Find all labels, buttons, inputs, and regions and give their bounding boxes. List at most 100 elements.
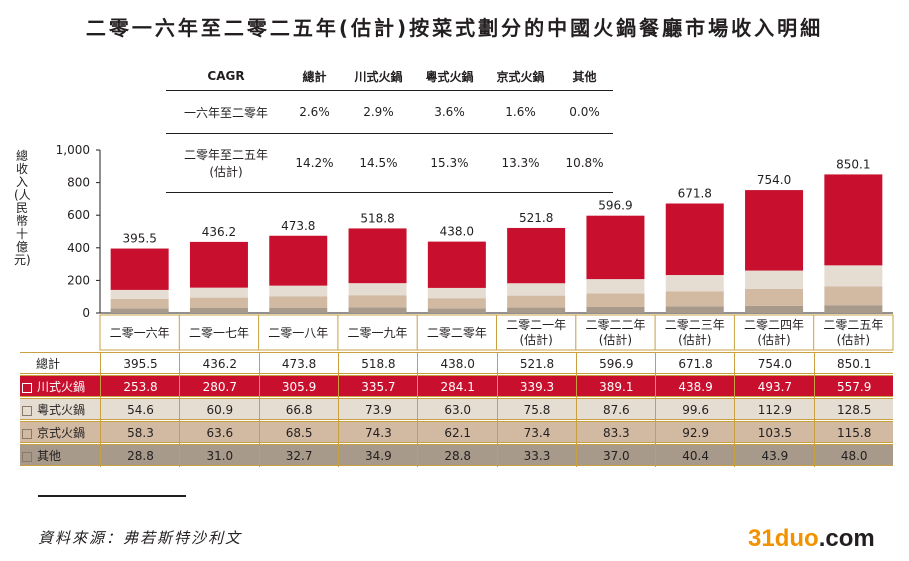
cagr-value: 2.9%: [342, 90, 414, 134]
table-cell: 68.5: [258, 422, 339, 444]
table-cell: 253.8: [100, 376, 180, 398]
watermark: 31duo.com: [748, 525, 875, 553]
bar-total-label: 395.5: [122, 232, 156, 246]
cagr-table: CAGR 總計 川式火鍋 粵式火鍋 京式火鍋 其他 一六年至二零年 2.6% 2…: [166, 62, 613, 193]
cagr-value: 15.3%: [413, 133, 485, 193]
x-category-label: 二零一八年: [268, 326, 328, 340]
bar-segment: [269, 307, 328, 313]
table-cell: 395.5: [100, 353, 180, 375]
row-label-sichuan: 川式火鍋: [20, 376, 100, 398]
y-tick-label: 800: [67, 176, 90, 190]
table-cell: 438.0: [417, 353, 497, 375]
table-cell: 34.9: [337, 445, 418, 467]
table-cell: 31.0: [179, 445, 259, 467]
bar-segment: [427, 308, 486, 313]
x-category-label: 二零一七年: [189, 326, 249, 340]
cagr-col-sichuan: 川式火鍋: [342, 62, 414, 91]
table-cell: 280.7: [179, 376, 259, 398]
bar-segment: [189, 241, 248, 288]
table-cell: 32.7: [258, 445, 339, 467]
bar-segment: [427, 241, 486, 288]
x-category-label: 二零一六年: [110, 326, 170, 340]
table-cell: 63.0: [417, 399, 497, 421]
table-cell: 112.9: [734, 399, 814, 421]
table-cell: 99.6: [655, 399, 735, 421]
bar-total-label: 596.9: [598, 199, 632, 213]
source-divider: [38, 495, 186, 497]
bar-segment: [507, 283, 566, 296]
bar-segment: [269, 296, 328, 308]
table-row: 總計 395.5 436.2 473.8 518.8 438.0 521.8 596.9 671…: [20, 352, 894, 375]
bar-segment: [348, 295, 407, 308]
table-cell: 54.6: [100, 399, 180, 421]
table-cell: 28.8: [417, 445, 497, 467]
table-cell: 73.4: [496, 422, 577, 444]
x-category-label: 二零二零年: [427, 326, 487, 340]
table-cell: 671.8: [655, 353, 735, 375]
y-tick-label: 1,000: [56, 143, 90, 157]
x-category-label: 二零二三年(估計): [665, 318, 725, 347]
table-row: 粵式火鍋 54.6 60.9 66.8 73.9 63.0 75.8 87.6 99.6 112.…: [20, 398, 893, 421]
bar-segment: [269, 235, 328, 286]
bar-segment: [745, 190, 804, 271]
bar-segment: [824, 305, 883, 313]
bar-segment: [586, 293, 645, 307]
bar-segment: [745, 270, 804, 289]
x-category-label: 二零二四年(估計): [744, 318, 804, 347]
bar-segment: [665, 203, 724, 276]
bar-total-label: 436.2: [202, 225, 236, 239]
table-cell: 43.9: [734, 445, 814, 467]
table-row: 京式火鍋 58.3 63.6 68.5 74.3 62.1 73.4 83.3 92.9 103.…: [20, 421, 894, 444]
bar-segment: [824, 174, 883, 266]
bar-segment: [745, 305, 804, 313]
x-category-label: 二零二五年(估計): [823, 318, 883, 347]
bar-total-label: 754.0: [757, 173, 791, 187]
table-cell: 850.1: [813, 353, 894, 375]
bar-segment: [189, 287, 248, 298]
table-cell: 60.9: [179, 399, 259, 421]
bar-segment: [507, 295, 566, 308]
table-cell: 436.2: [179, 353, 259, 375]
table-cell: 48.0: [813, 445, 894, 467]
bar-segment: [586, 306, 645, 313]
y-tick-label: 200: [67, 273, 90, 287]
bar-segment: [745, 288, 804, 306]
row-label-text: 京式火鍋: [37, 426, 86, 440]
table-cell: 339.3: [496, 376, 577, 398]
table-cell: 74.3: [337, 422, 418, 444]
table-row: 其他 28.8 31.0 32.7 34.9 28.8 33.3 37.0 40.4 43.9 48…: [20, 444, 894, 467]
table-cell: 73.9: [337, 399, 418, 421]
table-cell: 75.8: [496, 399, 577, 421]
bar-segment: [348, 228, 407, 284]
cagr-value: 2.6%: [286, 90, 343, 134]
row-label-text: 其他: [37, 449, 62, 463]
bar-segment: [427, 287, 486, 299]
bar-segment: [110, 298, 169, 309]
table-cell: 284.1: [417, 376, 497, 398]
cagr-col-cantonese: 粵式火鍋: [413, 62, 485, 91]
bar-total-label: 521.8: [519, 211, 553, 225]
cagr-value: 14.5%: [342, 133, 414, 193]
chart-title: 二零一六年至二零二五年(估計)按菜式劃分的中國火鍋餐廳市場收入明細: [85, 16, 824, 40]
cagr-value: 13.3%: [485, 133, 557, 193]
bar-segment: [110, 248, 169, 290]
bar-segment: [507, 307, 566, 313]
y-tick-label: 0: [82, 306, 90, 320]
bar-total-label: 518.8: [360, 211, 394, 225]
table-cell: 115.8: [813, 422, 894, 444]
legend-swatch: [22, 428, 32, 439]
row-label-cantonese: 粵式火鍋: [20, 399, 100, 421]
bar-total-label: 473.8: [281, 219, 315, 233]
table-cell: 754.0: [734, 353, 814, 375]
row-label-text: 粵式火鍋: [37, 403, 86, 417]
cagr-value: 0.0%: [556, 90, 613, 134]
table-cell: 66.8: [258, 399, 339, 421]
bar-segment: [269, 285, 328, 297]
table-cell: 63.6: [179, 422, 259, 444]
cagr-value: 3.6%: [413, 90, 485, 134]
bar-segment: [110, 289, 169, 299]
bar-segment: [507, 227, 566, 284]
bar-segment: [824, 286, 883, 306]
row-label-text: 川式火鍋: [37, 380, 86, 394]
watermark-part: 31duo: [748, 525, 819, 552]
